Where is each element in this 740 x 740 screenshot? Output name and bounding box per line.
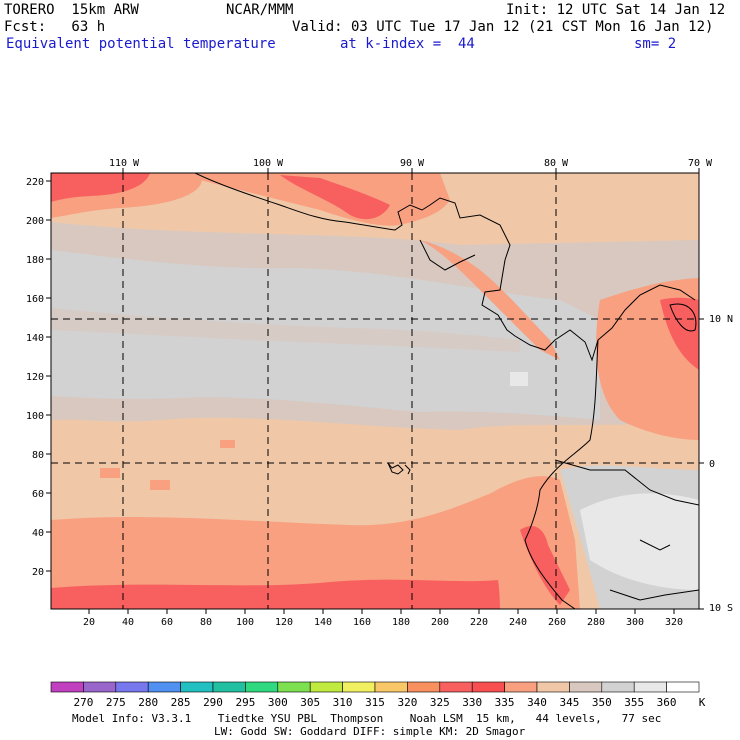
colorbar-label: 285 [171, 696, 191, 709]
lat-label-10n: 10 N [709, 314, 733, 325]
colorbar-swatch [407, 681, 441, 693]
colorbar-label: 310 [333, 696, 353, 709]
colorbar-label: 280 [138, 696, 158, 709]
colorbar-label: 360 [657, 696, 677, 709]
y-tick-80: 80 [32, 450, 44, 461]
x-tick-200: 200 [431, 617, 449, 628]
y-tick-120: 120 [26, 372, 44, 383]
x-tick-220: 220 [470, 617, 488, 628]
lon-label-90w: 90 W [400, 158, 425, 169]
lon-label-70w: 70 W [688, 158, 713, 169]
colorbar-label: 300 [268, 696, 288, 709]
model-name: TORERO 15km ARW [4, 2, 139, 18]
lat-label-10s: 10 S [709, 603, 733, 614]
colorbar-label: 345 [559, 696, 579, 709]
y-tick-180: 180 [26, 255, 44, 266]
colorbar-label: 325 [430, 696, 450, 709]
y-tick-40: 40 [32, 528, 44, 539]
y-tick-160: 160 [26, 294, 44, 305]
colorbar-swatch [504, 681, 538, 693]
k-index: at k-index = 44 [340, 36, 475, 52]
y-tick-100: 100 [26, 411, 44, 422]
colorbar-swatch [245, 681, 279, 693]
colorbar-label: 295 [235, 696, 255, 709]
colorbar-label: 315 [365, 696, 385, 709]
colorbar-label: 350 [592, 696, 612, 709]
colorbar-swatch [666, 681, 700, 693]
colorbar-label: 290 [203, 696, 223, 709]
x-tick-140: 140 [314, 617, 332, 628]
x-tick-60: 60 [161, 617, 173, 628]
colorbar-label: 270 [73, 696, 93, 709]
field-name: Equivalent potential temperature [6, 36, 276, 52]
forecast-hour: Fcst: 63 h [4, 19, 106, 35]
colorbar-label: 330 [462, 696, 482, 709]
colorbar-swatch [342, 681, 376, 693]
y-tick-200: 200 [26, 216, 44, 227]
x-tick-300: 300 [626, 617, 644, 628]
colorbar-swatch [83, 681, 117, 693]
theta-e-field [51, 173, 699, 609]
colorbar-label: 335 [495, 696, 515, 709]
colorbar-label: 355 [624, 696, 644, 709]
colorbar-swatch [50, 681, 84, 693]
x-tick-280: 280 [587, 617, 605, 628]
colorbar-swatch [471, 681, 505, 693]
colorbar-swatch [439, 681, 473, 693]
model-info: Model Info: V3.3.1 Tiedtke YSU PBL Thomp… [72, 712, 662, 725]
top-ticks [122, 168, 700, 173]
coastlines [194, 173, 699, 609]
colorbar-swatch [633, 681, 667, 693]
colorbar-swatch [601, 681, 635, 693]
map-frame [50, 172, 700, 610]
y-tick-20: 20 [32, 567, 44, 578]
x-tick-260: 260 [548, 617, 566, 628]
smoothing: sm= 2 [634, 36, 677, 52]
graticule [51, 173, 699, 609]
colorbar-swatch [115, 681, 149, 693]
colorbar-label: 275 [106, 696, 126, 709]
colorbar-label: 305 [300, 696, 320, 709]
right-ticks [699, 318, 704, 610]
x-tick-20: 20 [83, 617, 95, 628]
colorbar-swatch [277, 681, 311, 693]
init-time: Init: 12 UTC Sat 14 Jan 12 [506, 2, 726, 18]
x-tick-240: 240 [509, 617, 527, 628]
left-ticks [46, 180, 51, 572]
x-tick-180: 180 [392, 617, 410, 628]
valid-time: Valid: 03 UTC Tue 17 Jan 12 (21 CST Mon … [292, 19, 714, 35]
lat-label-0: 0 [709, 459, 715, 470]
colorbar-swatch [569, 681, 603, 693]
colorbar-swatch [212, 681, 246, 693]
lon-label-100w: 100 W [253, 158, 284, 169]
colorbar-label: 340 [527, 696, 547, 709]
x-tick-40: 40 [122, 617, 134, 628]
colorbar-swatch [374, 681, 408, 693]
organization: NCAR/MMM [226, 2, 294, 18]
x-tick-160: 160 [353, 617, 371, 628]
y-tick-220: 220 [26, 177, 44, 188]
y-tick-140: 140 [26, 333, 44, 344]
colorbar-swatch [180, 681, 214, 693]
lon-label-80w: 80 W [544, 158, 569, 169]
colorbar-swatch [309, 681, 343, 693]
y-tick-60: 60 [32, 489, 44, 500]
x-tick-100: 100 [236, 617, 254, 628]
model-physics: LW: Godd SW: Goddard DIFF: simple KM: 2D… [214, 725, 526, 738]
colorbar-label: 320 [397, 696, 417, 709]
x-tick-80: 80 [200, 617, 212, 628]
colorbar [50, 681, 700, 693]
lon-label-110w: 110 W [109, 158, 140, 169]
x-tick-120: 120 [275, 617, 293, 628]
bottom-ticks [88, 609, 675, 614]
colorbar-unit: K [699, 696, 706, 709]
x-tick-320: 320 [665, 617, 683, 628]
colorbar-swatch [147, 681, 181, 693]
colorbar-swatch [536, 681, 570, 693]
